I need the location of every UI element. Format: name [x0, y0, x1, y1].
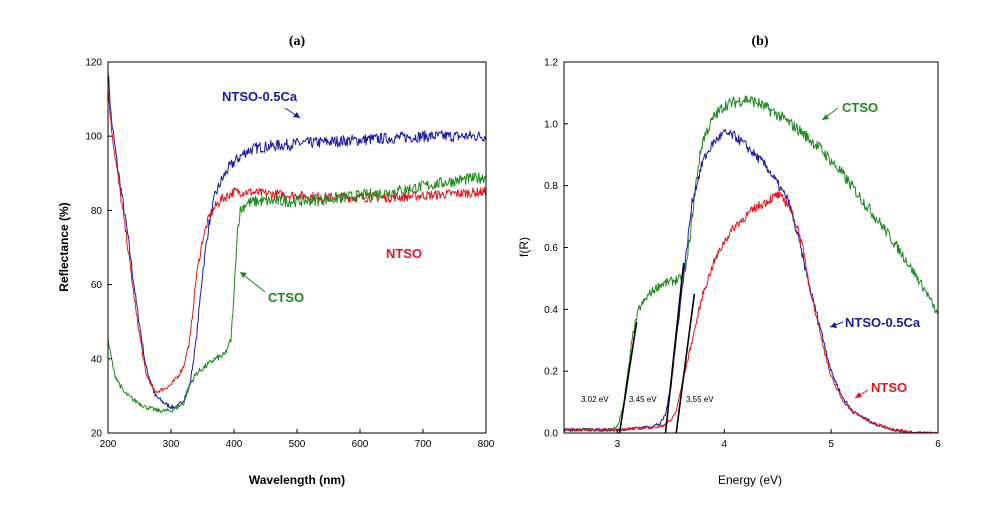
panel-b-series [563, 95, 939, 434]
panel-b-frame [563, 61, 939, 434]
panel-b-tangent-line-2 [675, 293, 696, 434]
panel-a-arrowhead-ntso-ca [293, 112, 300, 118]
panel-a-ytick-label: 40 [91, 354, 103, 365]
panel-b-ytick-label: 0.4 [544, 305, 558, 316]
panel-b-annotation-355: 3.55 eV [686, 395, 714, 404]
panel-b-tangent-line-1 [664, 262, 685, 434]
panel-a-ylabel: Reflectance (%) [57, 202, 71, 291]
panel-a-label-ctso: CTSO [268, 290, 304, 305]
panel-b: (b) 3 4 5 6 0.0 0.2 0.4 0.6 0.8 1.0 1.2 Energy (eV… [517, 34, 941, 487]
panel-a-xtick-label: 200 [100, 439, 117, 450]
panel-b-ylabel: f(R) [517, 237, 531, 257]
panel-a-xlabel: Wavelength (nm) [249, 473, 345, 487]
panel-b-ytick-label: 0.6 [544, 243, 558, 254]
panel-b-ytick-label: 0.0 [544, 429, 558, 440]
panel-b-ytick-label: 1.0 [544, 119, 558, 130]
panel-a-series-ctso [107, 172, 487, 414]
panel-b-label-ntso-ca: NTSO-0.5Ca [845, 315, 921, 330]
panel-a: (a) 200 300 400 500 600 700 80020406080100120 … [57, 34, 495, 487]
panel-a-xtick-label: 700 [415, 439, 432, 450]
panel-a-series [107, 74, 487, 414]
panel-b-ytick-label: 0.8 [544, 181, 558, 192]
panel-a-title: (a) [289, 34, 306, 49]
panel-a-label-ntso-ca: NTSO-0.5Ca [222, 89, 298, 104]
panel-b-arrowhead-ntso-ca [830, 322, 837, 328]
panel-b-arrowhead-ctso [822, 114, 829, 120]
panel-a-frame [107, 61, 487, 434]
panel-a-xtick-label: 600 [352, 439, 369, 450]
panel-a-ytick-label: 80 [91, 206, 103, 217]
panel-b-xtick-label: 3 [615, 439, 621, 450]
panel-b-series-ctso [563, 95, 939, 432]
panel-a-xtick-label: 500 [289, 439, 306, 450]
panel-b-series-ntso [563, 191, 939, 434]
panel-a-series-ntso-0-5ca [107, 74, 487, 410]
panel-a-arrowhead-ctso [240, 272, 247, 278]
panel-b-annotation-302: 3.02 eV [581, 395, 609, 404]
panel-b-label-ctso: CTSO [842, 100, 878, 115]
panel-b-xtick-label: 5 [828, 439, 834, 450]
panel-a-ytick-label: 20 [91, 429, 103, 440]
panel-a-ticks: 200 300 400 500 600 700 800 20 40 60 80 100 120 [85, 58, 494, 451]
panel-b-ytick-label: 0.2 [544, 367, 558, 378]
panel-a-ytick-label: 100 [85, 132, 102, 143]
panel-a-ytick-label: 60 [91, 280, 103, 291]
panel-b-ticks: 3 4 5 6 0.0 0.2 0.4 0.6 0.8 1.0 1.2 [544, 58, 941, 451]
panel-a-label-ntso: NTSO [386, 246, 422, 261]
panel-b-title: (b) [751, 34, 768, 49]
panel-b-xtick-label: 6 [935, 439, 941, 450]
panel-b-xlabel: Energy (eV) [718, 473, 782, 487]
panel-b-ytick-label: 1.2 [544, 58, 558, 69]
panel-b-xtick-label: 4 [722, 439, 728, 450]
panel-b-arrowhead-ntso [855, 392, 862, 398]
panel-a-series-ntso [107, 86, 487, 394]
panel-b-tangent-line-0 [618, 321, 638, 434]
panel-a-xtick-label: 400 [226, 439, 243, 450]
panel-a-ytick-label: 120 [85, 58, 102, 69]
panel-a-xtick-label: 800 [478, 439, 495, 450]
panel-b-tangents [618, 262, 696, 434]
panel-a-xtick-label: 300 [163, 439, 180, 450]
panel-b-label-ntso: NTSO [871, 380, 907, 395]
panel-b-annotation-345: 3.45 eV [629, 395, 657, 404]
